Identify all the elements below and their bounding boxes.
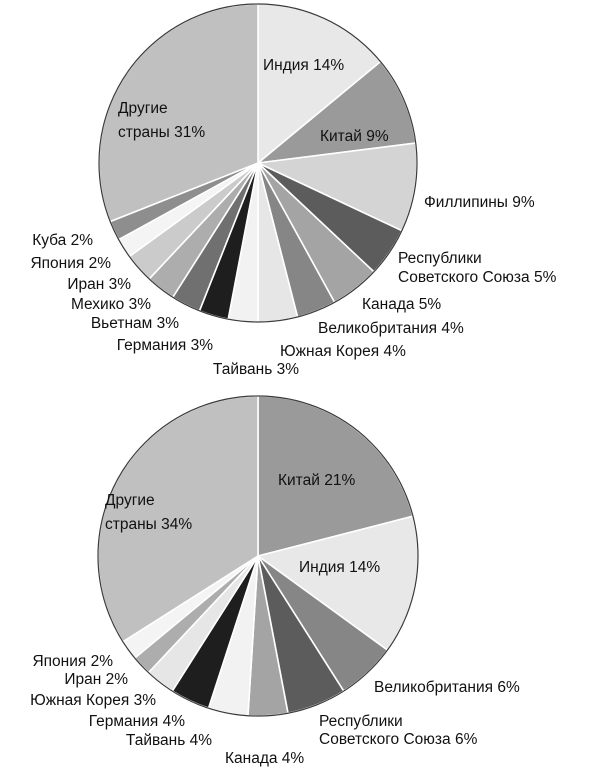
- slice-label: Китай 9%: [320, 128, 389, 145]
- slice-label: Южная Корея 3%: [30, 692, 156, 709]
- slice-label: Филлипины 9%: [424, 194, 535, 211]
- slice-label: Республики Советского Союза 6%: [319, 713, 478, 748]
- slice-label: Южная Корея 4%: [280, 343, 406, 360]
- slice-label: Тайвань 4%: [126, 732, 212, 749]
- slice-label: Другие страны 31%: [118, 100, 205, 141]
- slice-label: Канада 4%: [225, 750, 304, 767]
- slice-label: Республики Советского Союза 5%: [398, 250, 557, 286]
- slice-label: Мехико 3%: [71, 296, 151, 313]
- slice-label: Германия 3%: [117, 337, 213, 354]
- slice-label: Япония 2%: [32, 653, 113, 670]
- slice-label: Иран 3%: [67, 276, 131, 293]
- slice-label: Индия 14%: [263, 57, 344, 74]
- slice-label: Другие страны 34%: [105, 492, 192, 533]
- pie-chart-1: Индия 14% Китай 9% Филлипины 9% Республики С…: [30, 3, 557, 378]
- slice-label: Япония 2%: [30, 255, 111, 272]
- slice-label: Германия 4%: [89, 713, 185, 730]
- slice-label: Великобритания 6%: [374, 679, 520, 696]
- slice-label: Китай 21%: [278, 472, 355, 489]
- slice-label: Тайвань 3%: [213, 361, 299, 378]
- slice-label: Иран 2%: [64, 671, 128, 688]
- slice-label: Вьетнам 3%: [91, 315, 179, 332]
- slice-label: Индия 14%: [299, 559, 380, 576]
- pie-outline: [98, 3, 418, 323]
- slice-label: Великобритания 4%: [318, 320, 464, 337]
- slice-label: Канада 5%: [362, 296, 441, 313]
- pie-outline: [97, 395, 419, 717]
- pie-chart-2: Китай 21% Индия 14% Великобритания 6% Респу…: [30, 395, 520, 767]
- slice-label: Куба 2%: [32, 232, 93, 249]
